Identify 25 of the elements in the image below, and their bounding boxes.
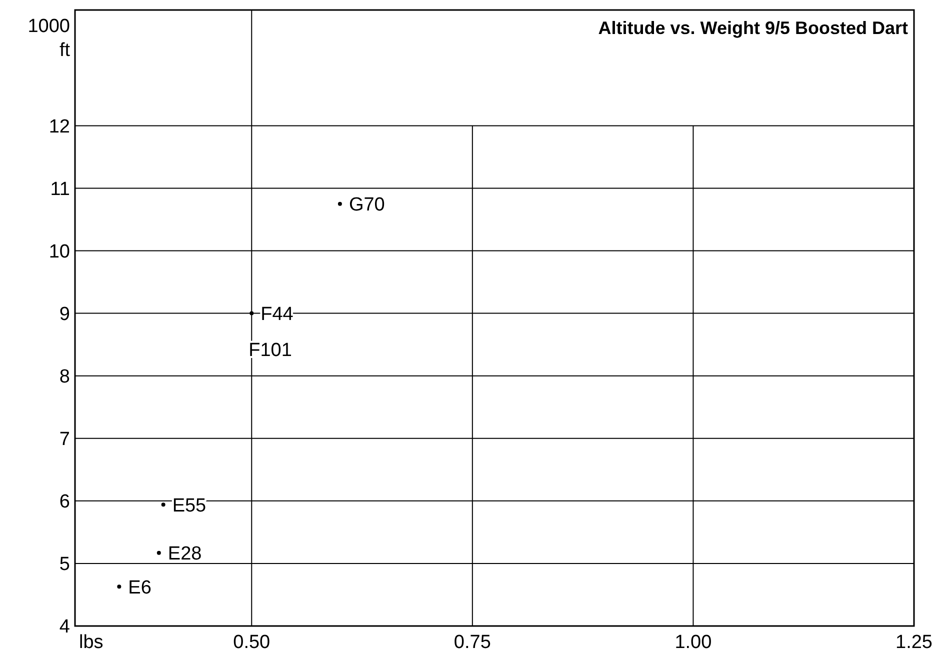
annotation: E6	[128, 577, 152, 598]
y-tick-label: 11	[50, 178, 70, 200]
chart-title: Altitude vs. Weight 9/5 Boosted Dart	[598, 18, 908, 38]
y-tick-label: 7	[59, 429, 70, 450]
annotation: E28	[168, 543, 202, 564]
point	[161, 502, 166, 507]
point	[156, 550, 161, 555]
x-tick-label: 0.50	[233, 632, 270, 653]
annotation: G70	[348, 194, 385, 216]
y-tick-label: 10	[48, 241, 70, 262]
y-tick-label: 9	[59, 304, 70, 325]
point	[338, 202, 342, 206]
x-tick-label: 1.25	[896, 632, 932, 653]
x-tick-label: 1.00	[674, 632, 712, 653]
y-tick-label: 4	[59, 616, 70, 638]
y-tick-label: 8	[59, 366, 70, 388]
y-tick-label: 5	[59, 554, 70, 576]
point	[117, 584, 122, 589]
x-tick-label: 0.75	[454, 632, 491, 653]
y-axis-title: 1000 ft	[28, 16, 71, 61]
y-tick-label: 6	[59, 492, 70, 513]
annotation: E55	[172, 495, 206, 516]
x-axis-title: lbs	[79, 632, 104, 653]
point	[250, 311, 254, 316]
y-tick-label: 12	[48, 116, 70, 138]
